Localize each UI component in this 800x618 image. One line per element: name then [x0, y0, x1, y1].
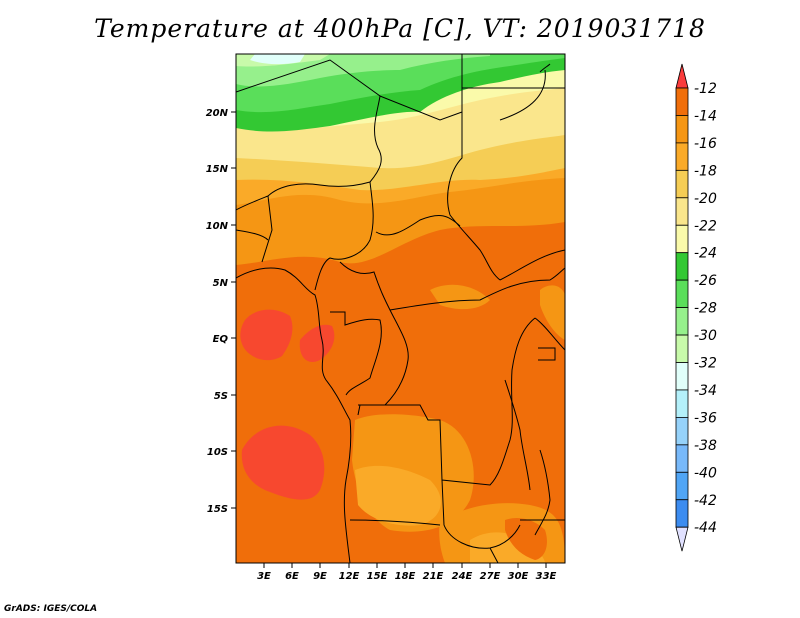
colorbar-swatch	[675, 444, 689, 473]
latitude-axis: 20N 15N 10N 5N EQ 5S 10S 15S	[206, 108, 236, 515]
colorbar-label: -38	[694, 438, 717, 454]
colorbar-swatch	[675, 307, 689, 336]
border-benin	[236, 229, 269, 241]
lon-label-3e: 3E	[257, 571, 271, 582]
border-nigeria-west	[261, 195, 273, 263]
colorbar-swatch	[675, 115, 689, 144]
chart-title: Temperature at 400hPa [C], VT: 201903171…	[94, 14, 706, 43]
coastline-west	[236, 267, 352, 563]
colorbar-top-arrow	[675, 63, 689, 89]
colorbar-label: -22	[694, 218, 717, 234]
patch-minus16-congo	[430, 284, 490, 310]
colorbar-label: -30	[694, 328, 717, 344]
lat-label-20n: 20N	[206, 108, 229, 119]
colorbar: -12 -14 -16 -18 -20 -22 -24 -26 -28 -30 -32 -34 -36 -…	[675, 63, 717, 552]
lon-label-18e: 18E	[395, 571, 416, 582]
lat-label-10n: 10N	[206, 221, 229, 232]
border-nigeria-cameroon	[314, 181, 374, 291]
border-sahel-west	[236, 181, 371, 211]
patch-minus12-gabon	[299, 324, 335, 362]
colorbar-label: -20	[694, 191, 717, 207]
colorbar-swatch	[675, 499, 689, 528]
colorbar-label: -36	[694, 410, 717, 426]
lon-label-15e: 15E	[367, 571, 388, 582]
border-gabon-congo	[330, 311, 382, 396]
lake-victoria-outline	[538, 347, 556, 361]
colorbar-label: -40	[694, 465, 717, 481]
colorbar-bottom-arrow	[675, 526, 689, 552]
lake-malawi	[534, 449, 551, 536]
border-chad-car	[375, 214, 461, 236]
red-sea-coast	[539, 63, 551, 73]
colorbar-swatch	[675, 362, 689, 391]
lat-label-5n: 5N	[213, 278, 229, 289]
lat-label-15s: 15S	[207, 504, 228, 515]
colorbar-label: -28	[694, 301, 717, 317]
colorbar-label: -24	[694, 246, 717, 262]
lat-label-10s: 10S	[207, 447, 228, 458]
colorbar-label: -16	[694, 136, 717, 152]
border-congo-drc	[357, 309, 409, 416]
lat-label-5s: 5S	[214, 391, 228, 402]
lon-label-30e: 30E	[508, 571, 529, 582]
border-car-drc	[339, 261, 565, 311]
patch-minus14-zambia	[505, 518, 547, 560]
colorbar-swatch	[675, 252, 689, 281]
colorbar-swatch	[675, 142, 689, 171]
longitude-axis: 3E 6E 9E 12E 15E 18E 21E 24E 27E 30E 33E	[257, 563, 557, 582]
lat-label-15n: 15N	[206, 164, 229, 175]
nile-outline	[499, 69, 546, 121]
border-niger-algeria	[236, 59, 382, 183]
colorbar-label: -42	[694, 493, 717, 509]
colorbar-swatch	[675, 389, 689, 418]
border-zambia-south	[441, 479, 521, 549]
colorbar-label: -18	[694, 163, 717, 179]
boundaries	[236, 54, 565, 563]
colorbar-label: -12	[694, 81, 717, 97]
grads-credit: GrADS: IGES/COLA	[4, 604, 98, 614]
border-south-sudan	[499, 249, 565, 281]
lon-label-33e: 33E	[536, 571, 557, 582]
lon-label-27e: 27E	[480, 571, 501, 582]
lon-label-6e: 6E	[285, 571, 299, 582]
lake-tanganyika	[504, 379, 531, 491]
colorbar-label: -44	[694, 520, 717, 536]
patch-minus18-angola	[355, 465, 441, 526]
colorbar-label: -32	[694, 356, 717, 372]
border-east-africa	[534, 317, 565, 351]
lon-label-21e: 21E	[423, 571, 444, 582]
patch-minus12-gulf	[240, 309, 293, 361]
border-chad-sudan	[447, 112, 501, 281]
colorbar-swatch	[675, 224, 689, 254]
border-drc-angola-zambia	[358, 317, 536, 486]
colorbar-swatch	[675, 169, 689, 199]
band-minus32	[250, 54, 305, 65]
lon-label-9e: 9E	[313, 571, 327, 582]
colorbar-swatch	[675, 334, 689, 363]
map-frame	[235, 53, 566, 564]
lon-label-12e: 12E	[339, 571, 360, 582]
colorbar-swatch	[675, 416, 689, 446]
border-angola-namibia	[349, 519, 441, 526]
colorbar-swatch	[675, 197, 689, 226]
patch-minus16-eastafrica	[540, 285, 565, 340]
temperature-field	[236, 54, 565, 563]
colorbar-label: -14	[694, 108, 717, 124]
colorbar-swatch	[675, 279, 689, 308]
lon-label-24e: 24E	[452, 571, 473, 582]
patch-minus12-angola	[241, 425, 325, 500]
colorbar-label: -26	[694, 273, 717, 289]
colorbar-swatch	[675, 471, 689, 501]
colorbar-label: -34	[694, 383, 717, 399]
colorbar-swatch	[675, 87, 689, 116]
border-libya-chad	[379, 54, 463, 121]
lat-label-eq: EQ	[213, 334, 229, 345]
border-zambia-zimbabwe	[489, 547, 499, 563]
